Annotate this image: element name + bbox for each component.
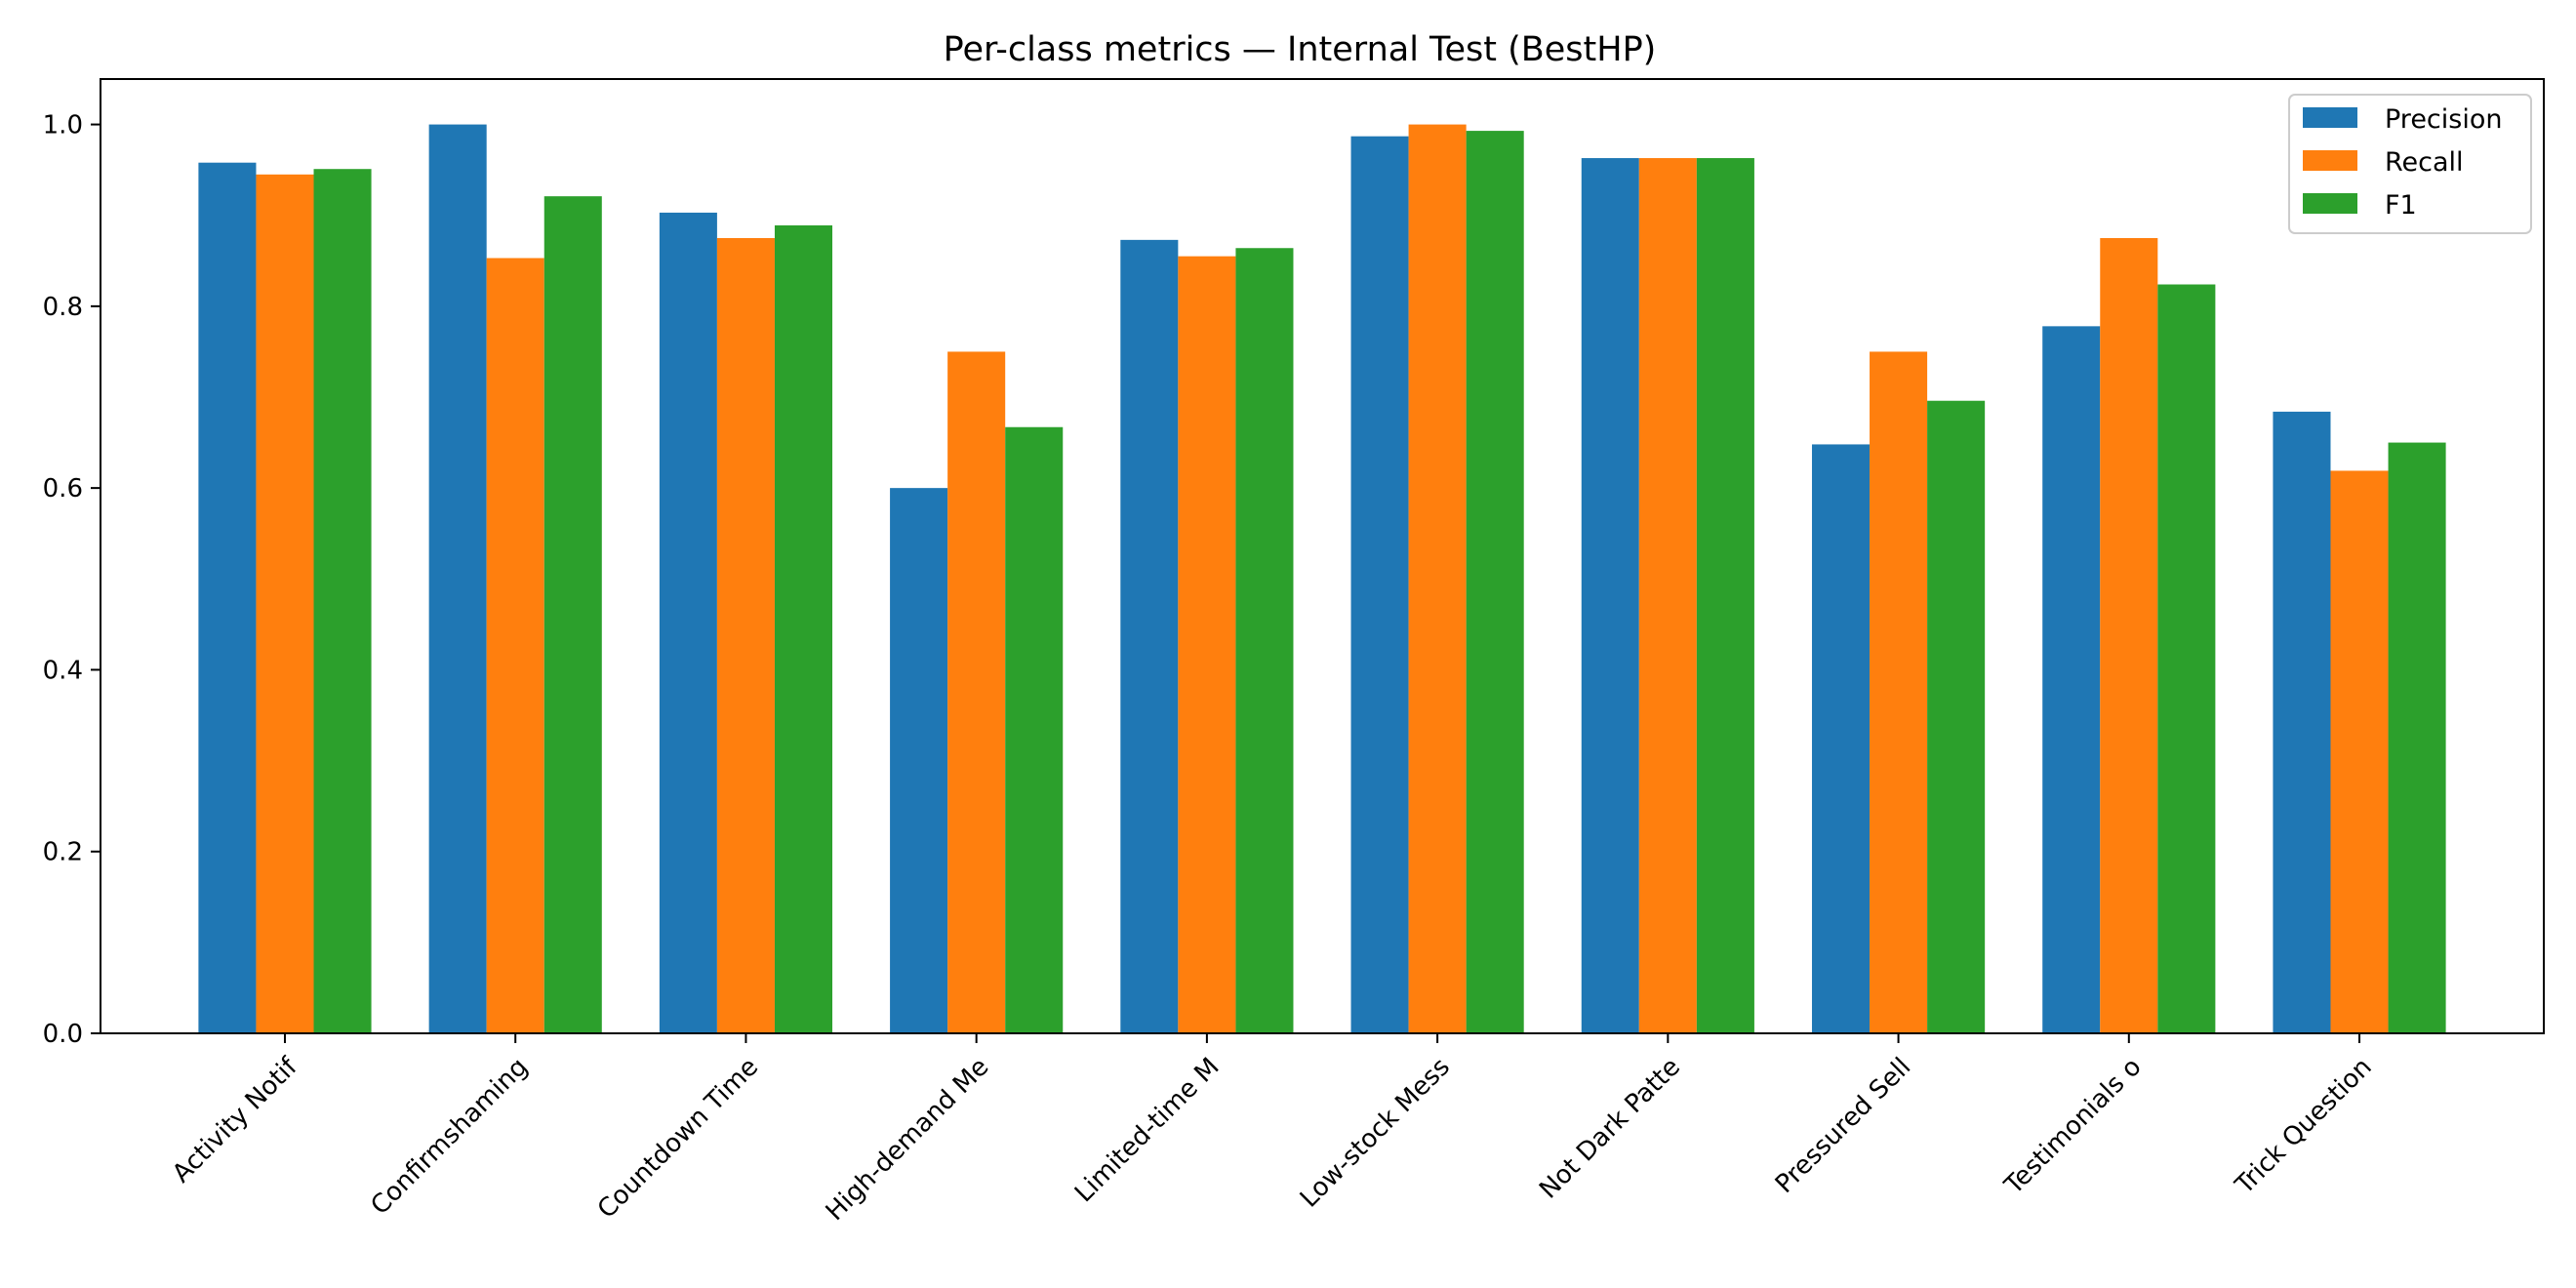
bar-f1-0 — [313, 169, 372, 1033]
bar-precision-8 — [2042, 326, 2101, 1033]
x-tick-label: Testimonials o — [1998, 1053, 2147, 1201]
y-axis: 0.0 0.2 0.4 0.6 0.8 1.0 — [43, 111, 101, 1049]
x-tick-label: Countdown Time — [592, 1053, 764, 1225]
bar-precision-3 — [890, 488, 948, 1034]
bar-recall-2 — [716, 238, 775, 1033]
legend-swatch-precision — [2303, 107, 2357, 128]
bar-f1-5 — [1466, 131, 1524, 1033]
x-tick-label: Low-stock Mess — [1295, 1053, 1456, 1214]
bar-f1-9 — [2388, 442, 2446, 1034]
y-tick-label: 0.0 — [43, 1020, 83, 1049]
bar-precision-7 — [1811, 444, 1871, 1033]
x-tick-label: Trick Question — [2230, 1053, 2378, 1201]
x-tick-label: Activity Notif — [167, 1052, 303, 1188]
bar-precision-9 — [2273, 411, 2331, 1034]
bar-recall-4 — [1178, 256, 1236, 1034]
bar-recall-5 — [1408, 124, 1467, 1034]
legend-label-precision: Precision — [2385, 104, 2502, 135]
y-tick-label: 0.2 — [43, 838, 83, 867]
bar-f1-8 — [2157, 284, 2216, 1033]
bar-recall-7 — [1870, 351, 1928, 1033]
x-tick-label: Confirmshaming — [365, 1053, 534, 1222]
bar-f1-3 — [1005, 426, 1064, 1033]
y-tick-label: 0.6 — [43, 474, 83, 503]
x-axis: Activity Notif Confirmshaming Countdown Ti… — [167, 1033, 2378, 1227]
bar-precision-1 — [428, 124, 487, 1034]
bar-recall-0 — [256, 174, 314, 1034]
x-tick-label: High-demand Me — [821, 1053, 995, 1228]
chart-title: Per-class metrics — Internal Test (BestH… — [944, 30, 1657, 69]
bars-group — [198, 124, 2446, 1034]
y-tick-label: 1.0 — [43, 111, 83, 141]
bar-precision-0 — [198, 162, 257, 1034]
bar-f1-2 — [774, 224, 833, 1033]
plot-frame — [100, 78, 2545, 1034]
bar-recall-3 — [947, 351, 1006, 1033]
bar-f1-7 — [1927, 400, 1986, 1033]
bar-precision-4 — [1120, 239, 1179, 1033]
bar-recall-8 — [2100, 238, 2158, 1033]
bar-f1-4 — [1235, 248, 1294, 1033]
bar-f1-1 — [543, 196, 602, 1033]
bar-precision-2 — [659, 212, 717, 1034]
y-tick-label: 0.4 — [43, 656, 83, 685]
x-tick-label: Pressured Sell — [1770, 1053, 1916, 1199]
x-tick-label: Not Dark Patte — [1534, 1053, 1686, 1205]
y-tick-label: 0.8 — [43, 293, 83, 322]
legend: Precision Recall F1 — [2288, 94, 2532, 234]
legend-swatch-recall — [2303, 150, 2357, 171]
bar-recall-6 — [1638, 158, 1697, 1033]
legend-label-f1: F1 — [2385, 190, 2417, 221]
x-tick-label: Limited-time M — [1069, 1053, 1226, 1209]
bar-precision-5 — [1350, 136, 1409, 1033]
bar-f1-6 — [1696, 158, 1754, 1033]
legend-swatch-f1 — [2303, 193, 2357, 214]
bar-recall-9 — [2330, 470, 2389, 1034]
bar-recall-1 — [486, 258, 544, 1033]
bar-precision-6 — [1581, 158, 1639, 1033]
legend-label-recall: Recall — [2385, 147, 2464, 178]
